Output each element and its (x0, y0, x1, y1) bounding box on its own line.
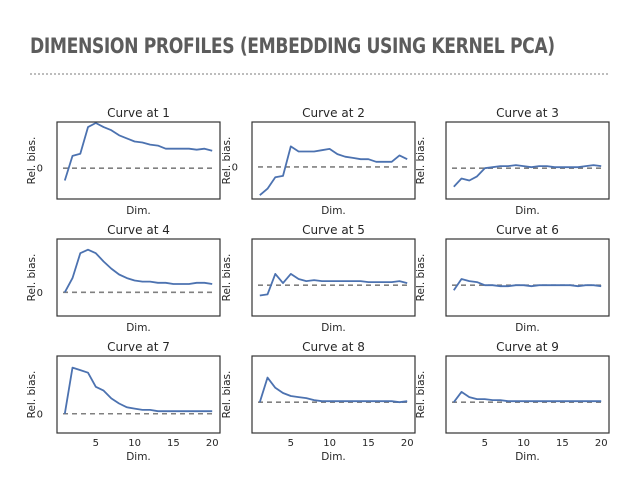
x-tick-label: 10 (128, 438, 141, 449)
y-axis-label: Rel. bias. (26, 254, 38, 302)
series-line (259, 272, 408, 297)
x-axis-label: Dim. (515, 451, 540, 463)
subplot-title: Curve at 4 (107, 223, 170, 237)
subplot-6: Curve at 6 Dim. Rel. bias. (415, 223, 610, 334)
x-axis-label: Dim. (126, 322, 151, 334)
subplot-title: Curve at 5 (302, 223, 365, 237)
x-tick-label: 15 (556, 438, 569, 449)
series-line (453, 164, 602, 188)
plot-frame (56, 238, 221, 317)
plot-frame (56, 355, 221, 434)
x-tick-label: 5 (93, 438, 99, 449)
plot-frame (251, 355, 416, 434)
series-line (258, 376, 408, 404)
plot-frame (251, 121, 416, 200)
plot-frame (445, 121, 610, 200)
y-tick-label: 0 (232, 162, 238, 173)
y-tick-label: 0 (37, 409, 43, 420)
subplot-4: Curve at 4 0 Dim. Rel. bias. (26, 223, 221, 334)
x-axis-label: Dim. (126, 451, 151, 463)
slide-title: DIMENSION PROFILES (EMBEDDING USING KERN… (30, 34, 555, 59)
x-axis-label: Dim. (321, 451, 346, 463)
x-tick-label: 20 (595, 438, 608, 449)
series-line (453, 390, 602, 403)
y-axis-label: Rel. bias. (221, 371, 233, 419)
y-axis-label: Rel. bias. (415, 371, 427, 419)
subplot-title: Curve at 3 (496, 106, 559, 120)
y-axis-label: Rel. bias. (415, 137, 427, 185)
plot-frame (56, 121, 221, 200)
y-tick-label: 0 (37, 164, 43, 175)
x-tick-label: 15 (362, 438, 375, 449)
subplot-title: Curve at 8 (302, 340, 365, 354)
subplot-title: Curve at 2 (302, 106, 365, 120)
subplot-title: Curve at 7 (107, 340, 170, 354)
series-line (64, 248, 213, 293)
x-axis-label: Dim. (321, 322, 346, 334)
plot-frame (251, 238, 416, 317)
y-axis-label: Rel. bias. (221, 254, 233, 302)
subplot-1: Curve at 1 0 Dim. Rel. bias. (26, 106, 221, 217)
x-tick-label: 5 (482, 438, 488, 449)
x-tick-label: 20 (206, 438, 219, 449)
series-line (453, 278, 602, 291)
x-axis-label: Dim. (126, 205, 151, 217)
title-divider (30, 73, 608, 75)
subplot-title: Curve at 9 (496, 340, 559, 354)
y-tick-label: 0 (37, 288, 43, 299)
x-tick-label: 10 (517, 438, 530, 449)
y-axis-label: Rel. bias. (26, 371, 38, 419)
subplot-3: Curve at 3 Dim. Rel. bias. (415, 106, 610, 217)
y-axis-label: Rel. bias. (415, 254, 427, 302)
series-line (63, 366, 213, 414)
subplot-title: Curve at 6 (496, 223, 559, 237)
subplot-title: Curve at 1 (107, 106, 170, 120)
subplot-7: Curve at 7 0 5 10 15 20 Dim. Rel. bias. (26, 340, 221, 463)
series-line (259, 145, 408, 196)
plot-frame (445, 355, 610, 434)
series-line (63, 122, 213, 181)
subplot-8: Curve at 8 5 10 15 20 Dim. Rel. bias. (221, 340, 416, 463)
subplot-9: Curve at 9 5 10 15 20 Dim. Rel. bias. (415, 340, 610, 463)
x-tick-label: 20 (401, 438, 414, 449)
x-axis-label: Dim. (515, 322, 540, 334)
y-axis-label: Rel. bias. (26, 137, 38, 185)
x-tick-label: 10 (323, 438, 336, 449)
plot-frame (445, 238, 610, 317)
x-tick-label: 5 (288, 438, 294, 449)
y-axis-label: Rel. bias. (221, 137, 233, 185)
x-axis-label: Dim. (321, 205, 346, 217)
x-axis-label: Dim. (515, 205, 540, 217)
x-tick-label: 15 (167, 438, 180, 449)
subplot-5: Curve at 5 Dim. Rel. bias. (221, 223, 416, 334)
subplot-2: Curve at 2 0 Dim. Rel. bias. (221, 106, 416, 217)
